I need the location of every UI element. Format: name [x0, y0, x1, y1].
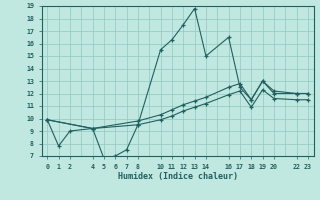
X-axis label: Humidex (Indice chaleur): Humidex (Indice chaleur): [118, 172, 237, 181]
